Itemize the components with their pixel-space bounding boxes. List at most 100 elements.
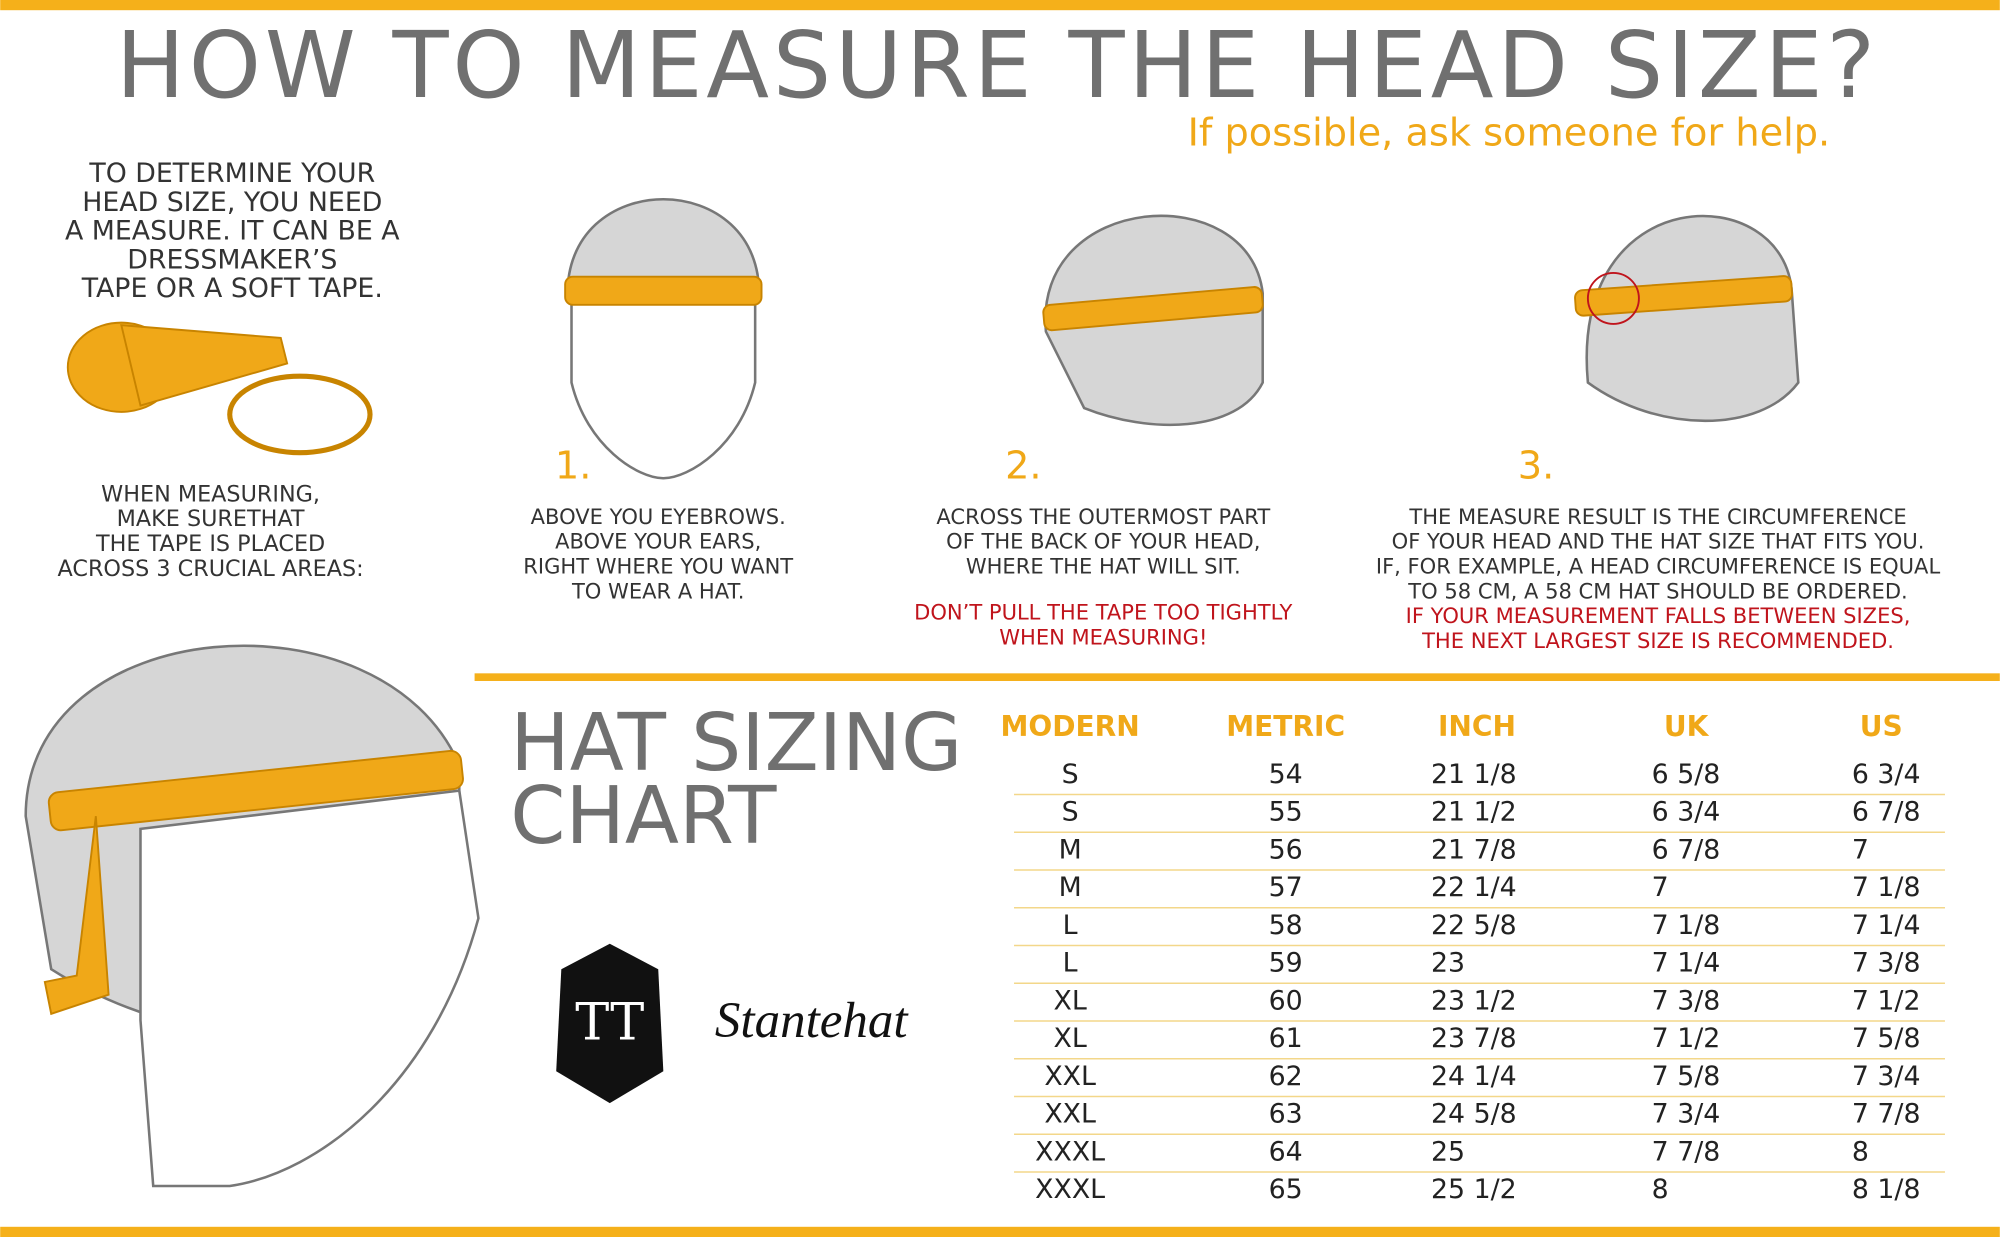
head-large <box>24 644 480 1188</box>
table-cell: XL <box>1054 985 1087 1016</box>
table-cell: 7 1/4 <box>1852 910 1921 941</box>
table-cell: S <box>1062 759 1079 790</box>
step-text: TO 58 CM, A 58 CM HAT SHOULD BE ORDERED. <box>1407 578 1907 603</box>
step-text: TO WEAR A HAT. <box>571 578 745 603</box>
table-cell: 7 7/8 <box>1852 1099 1921 1130</box>
table-cell: 7 3/8 <box>1852 948 1921 979</box>
step-text: ABOVE YOUR EARS, <box>555 529 761 554</box>
table-header: MODERN <box>1001 710 1140 743</box>
logo-text: Stantehat <box>715 993 909 1049</box>
intro-line: DRESSMAKER’S <box>127 244 337 275</box>
table-cell: 7 1/2 <box>1652 1023 1721 1054</box>
step-number: 1. <box>555 444 592 489</box>
table-cell: 25 <box>1431 1136 1465 1167</box>
table-cell: 7 1/4 <box>1652 948 1721 979</box>
table-cell: 54 <box>1269 759 1303 790</box>
subtitle: If possible, ask someone for help. <box>1188 111 1831 156</box>
head-side <box>1574 214 1800 423</box>
note-line: MAKE SURETHAT <box>117 506 305 532</box>
table-header: INCH <box>1438 710 1516 743</box>
table-cell: S <box>1062 797 1079 828</box>
table-cell: 23 <box>1431 948 1465 979</box>
step-warning: THE NEXT LARGEST SIZE IS RECOMMENDED. <box>1421 628 1894 653</box>
table-cell: 23 7/8 <box>1431 1023 1517 1054</box>
table-cell: 7 <box>1652 872 1669 903</box>
table-cell: L <box>1063 910 1078 941</box>
table-cell: 21 7/8 <box>1431 834 1517 865</box>
table-cell: 7 5/8 <box>1652 1061 1721 1092</box>
table-cell: 24 5/8 <box>1431 1099 1517 1130</box>
step-warning: DON’T PULL THE TAPE TOO TIGHTLY <box>914 599 1292 624</box>
table-cell: 7 3/4 <box>1852 1061 1921 1092</box>
step-number: 3. <box>1518 444 1555 489</box>
table-cell: 21 1/8 <box>1431 759 1517 790</box>
table-cell: 64 <box>1269 1136 1303 1167</box>
step-text: OF THE BACK OF YOUR HEAD, <box>946 529 1260 554</box>
table-cell: 58 <box>1269 910 1303 941</box>
bottom-bar <box>0 1226 2000 1237</box>
table-cell: 8 <box>1652 1174 1669 1205</box>
table-header: US <box>1860 710 1903 743</box>
table-cell: XXL <box>1044 1061 1096 1092</box>
step-text: ABOVE YOU EYEBROWS. <box>531 504 786 529</box>
intro-line: TO DETERMINE YOUR <box>88 158 375 189</box>
table-header: METRIC <box>1226 710 1345 743</box>
table-cell: 7 1/2 <box>1852 985 1921 1016</box>
table-cell: 59 <box>1269 948 1303 979</box>
table-cell: 7 1/8 <box>1652 910 1721 941</box>
head-back <box>1042 214 1264 427</box>
note-line: THE TAPE IS PLACED <box>95 531 325 557</box>
step-warning: IF YOUR MEASUREMENT FALLS BETWEEN SIZES, <box>1406 603 1911 628</box>
step-text: OF YOUR HEAD AND THE HAT SIZE THAT FITS … <box>1392 529 1925 554</box>
table-cell: M <box>1059 834 1082 865</box>
step-warning: WHEN MEASURING! <box>999 624 1207 649</box>
table-cell: 63 <box>1269 1099 1303 1130</box>
table-cell: 56 <box>1269 834 1303 865</box>
table-cell: 61 <box>1269 1023 1303 1054</box>
table-cell: 21 1/2 <box>1431 797 1517 828</box>
step-text: IF, FOR EXAMPLE, A HEAD CIRCUMFERENCE IS… <box>1376 553 1941 578</box>
step-text: ACROSS THE OUTERMOST PART <box>936 504 1270 529</box>
table-cell: 6 7/8 <box>1652 834 1721 865</box>
table-cell: 7 3/8 <box>1652 985 1721 1016</box>
table-cell: 24 1/4 <box>1431 1061 1517 1092</box>
table-title: HAT SIZING <box>510 697 962 789</box>
table-cell: XL <box>1054 1023 1087 1054</box>
note-line: WHEN MEASURING, <box>101 481 320 507</box>
table-cell: 60 <box>1269 985 1303 1016</box>
head-front <box>564 197 763 480</box>
table-cell: 62 <box>1269 1061 1303 1092</box>
title: HOW TO MEASURE THE HEAD SIZE? <box>116 12 1879 119</box>
intro-line: TAPE OR A SOFT TAPE. <box>81 273 383 304</box>
table-cell: 65 <box>1269 1174 1303 1205</box>
table-cell: 55 <box>1269 797 1303 828</box>
step-number: 2. <box>1005 444 1041 489</box>
table-cell: 7 3/4 <box>1652 1099 1721 1130</box>
table-cell: 22 1/4 <box>1431 872 1517 903</box>
table-cell: 7 <box>1852 834 1869 865</box>
table-cell: 57 <box>1269 872 1303 903</box>
step-text: THE MEASURE RESULT IS THE CIRCUMFERENCE <box>1408 504 1906 529</box>
intro-line: HEAD SIZE, YOU NEED <box>82 187 382 218</box>
table-cell: 7 1/8 <box>1852 872 1921 903</box>
svg-text:TT: TT <box>575 994 644 1053</box>
table-cell: 7 7/8 <box>1652 1136 1721 1167</box>
table-cell: 8 <box>1852 1136 1869 1167</box>
step-text: WHERE THE HAT WILL SIT. <box>966 553 1241 578</box>
table-cell: M <box>1059 872 1082 903</box>
table-cell: 6 5/8 <box>1652 759 1721 790</box>
table-cell: 6 7/8 <box>1852 797 1921 828</box>
table-cell: 6 3/4 <box>1852 759 1921 790</box>
note-line: ACROSS 3 CRUCIAL AREAS: <box>58 556 364 582</box>
table-cell: XXL <box>1044 1099 1096 1130</box>
table-header: UK <box>1664 710 1710 743</box>
table-cell: XXXL <box>1035 1174 1105 1205</box>
table-cell: XXXL <box>1035 1136 1105 1167</box>
table-cell: 8 1/8 <box>1852 1174 1921 1205</box>
table-cell: 23 1/2 <box>1431 985 1517 1016</box>
logo-shield: TT <box>556 943 664 1104</box>
table-cell: 7 5/8 <box>1852 1023 1921 1054</box>
table-cell: L <box>1063 948 1078 979</box>
step-text: RIGHT WHERE YOU WANT <box>523 553 793 578</box>
